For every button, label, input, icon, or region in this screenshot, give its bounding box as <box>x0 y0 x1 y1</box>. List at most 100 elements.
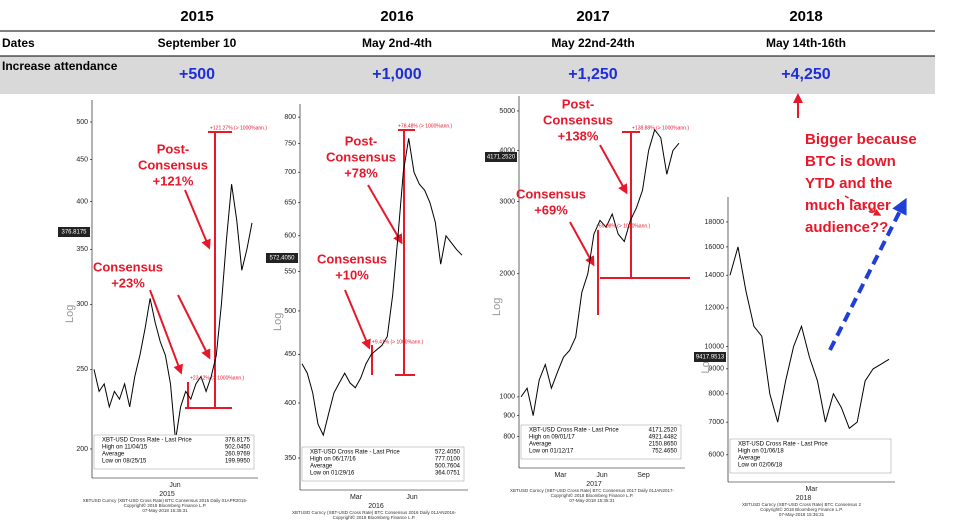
legend-value: 777.0100 <box>435 457 461 463</box>
legend-box <box>301 446 465 482</box>
last-price-box <box>485 152 517 162</box>
y-tick-label: 1000 <box>499 394 515 401</box>
y-tick-label: 700 <box>284 169 296 176</box>
y-tick-label: 750 <box>284 141 296 148</box>
year: 2016 <box>380 8 413 25</box>
legend-box <box>729 438 892 474</box>
footer: 07-May-2018 15:35:31 <box>779 512 825 517</box>
y-tick-label: 800 <box>503 433 515 440</box>
y-tick-label: 8000 <box>708 391 724 398</box>
legend-value: 572.4050 <box>435 450 461 456</box>
change-label: +78.48% (> 1000%ann.) <box>398 123 453 129</box>
y-tick-label: 450 <box>76 156 88 163</box>
legend-label: Low on 02/06/18 <box>738 463 783 469</box>
legend-value: 4171.2520 <box>649 428 678 434</box>
y-tick-label: 500 <box>76 119 88 126</box>
legend-label: Average <box>529 442 552 448</box>
change-label: +138.88% (> 1000%ann.) <box>632 125 689 131</box>
annotation: +23% <box>111 275 145 290</box>
legend-value: 364.0751 <box>435 471 461 477</box>
date: May 22nd-24th <box>551 36 634 50</box>
y-tick-label: 12000 <box>705 305 725 312</box>
y-tick-label: 450 <box>284 351 296 358</box>
y-tick-label: 14000 <box>705 272 725 279</box>
footer: Copyright© 2018 Bloomberg Finance L.P. <box>760 506 843 512</box>
year: 2015 <box>180 8 213 25</box>
increase-label: Increase attendance <box>2 59 118 73</box>
date: September 10 <box>158 36 237 50</box>
annotation: Post- <box>157 141 190 156</box>
price-line <box>301 138 463 437</box>
y-axis-label: Log <box>272 313 284 331</box>
x-tick-label: Sep <box>637 472 650 479</box>
footer: Copyright© 2018 Bloomberg Finance L.P. <box>124 502 207 508</box>
annotation: Consensus <box>317 251 387 266</box>
increase: +500 <box>179 66 215 83</box>
change-label: +23.12% (> 1000%ann.) <box>190 375 245 381</box>
footer: XBTUSD Curncy (XBT-USD Cross Rate) BTC C… <box>83 498 248 503</box>
date: May 14th-16th <box>766 36 846 50</box>
y-tick-label: 18000 <box>705 219 725 226</box>
y-tick-label: 3000 <box>499 199 515 206</box>
annotation: Consensus <box>326 149 396 164</box>
annotation: much larger <box>805 197 891 214</box>
y-tick-label: 6000 <box>708 452 724 459</box>
y-tick-label: 900 <box>503 412 515 419</box>
x-title: 2016 <box>368 503 384 510</box>
footer: Copyright© 2018 Bloomberg Finance L.P. <box>551 492 634 498</box>
y-tick-label: 400 <box>284 400 296 407</box>
y-tick-label: 350 <box>76 246 88 253</box>
last-price-label: 9417.9513 <box>696 355 725 361</box>
legend-value: 2150.8650 <box>649 442 678 448</box>
y-tick-label: 10000 <box>705 343 725 350</box>
legend-label: XBT-USD Cross Rate - Last Price <box>310 450 400 456</box>
legend-label: Average <box>310 464 333 470</box>
y-tick-label: 7000 <box>708 419 724 426</box>
x-tick-label: Mar <box>554 472 567 479</box>
y-tick-label: 250 <box>76 366 88 373</box>
y-tick-label: 400 <box>76 198 88 205</box>
y-axis-label: Log <box>491 298 503 316</box>
y-tick-label: 550 <box>284 268 296 275</box>
y-tick-label: 500 <box>284 308 296 315</box>
increase: +1,250 <box>568 66 617 83</box>
price-line <box>93 184 253 441</box>
legend-label: XBT-USD Cross Rate - Last Price <box>529 428 619 434</box>
legend-box <box>520 424 682 460</box>
legend-label: Low on 08/25/15 <box>102 459 147 465</box>
dates-label: Dates <box>2 36 35 50</box>
increase-band <box>0 56 935 94</box>
annotation: +69% <box>534 202 568 217</box>
legend-label: High on 09/01/17 <box>529 435 575 441</box>
legend-label: High on 01/06/18 <box>738 449 784 455</box>
legend-value: 752.4650 <box>652 449 678 455</box>
last-price-label: 376.8175 <box>61 230 87 236</box>
legend-label: XBT-USD Cross Rate - Last Price <box>102 438 192 444</box>
annotation: Consensus <box>138 157 208 172</box>
annotation: +78% <box>344 165 378 180</box>
legend-value: 199.9950 <box>225 459 251 465</box>
legend-label: High on 11/04/15 <box>102 445 148 451</box>
y-tick-label: 2000 <box>499 271 515 278</box>
y-tick-label: 350 <box>284 455 296 462</box>
legend-box <box>93 434 255 470</box>
annotation: Consensus <box>543 112 613 127</box>
change-label: +121.27% (> 1000%ann.) <box>210 125 267 131</box>
y-tick-label: 5000 <box>499 108 515 115</box>
price-line <box>520 128 680 416</box>
footer: XBTUSD Curncy (XBT-USD Cross Rate) BTC C… <box>292 510 457 515</box>
annotation: BTC is down <box>805 153 896 170</box>
annotation: YTD and the <box>805 175 893 192</box>
increase: +1,000 <box>372 66 421 83</box>
annotation: Consensus <box>93 259 163 274</box>
footer: XBTUSD Curncy (XBT-USD Cross Rate) BTC C… <box>742 502 862 507</box>
y-tick-label: 800 <box>284 114 296 121</box>
x-tick-label: Mar <box>805 486 818 493</box>
x-tick-label: Jun <box>169 482 180 489</box>
legend-label: XBT-USD Cross Rate - Last Price <box>738 442 828 448</box>
footer: 07-May-2018 15:35:31 <box>569 498 615 503</box>
legend-label: Average <box>738 456 761 462</box>
x-tick-label: Mar <box>350 494 363 501</box>
date: May 2nd-4th <box>362 36 432 50</box>
